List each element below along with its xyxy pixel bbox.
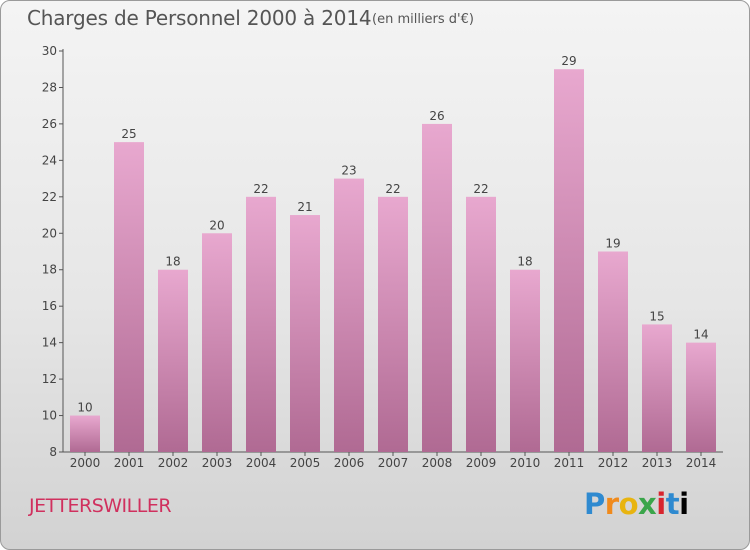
y-tick-label: 10 bbox=[42, 409, 57, 423]
bar-2004 bbox=[246, 196, 276, 452]
bar-2002 bbox=[158, 269, 188, 452]
data-label: 22 bbox=[385, 182, 400, 196]
data-label: 18 bbox=[165, 255, 180, 269]
data-label: 19 bbox=[605, 237, 620, 251]
chart-labels: 2000 10 2001 25 2002 18 2003 20 2004 22 2005 21 2006… bbox=[70, 54, 717, 470]
y-tick-label: 26 bbox=[42, 117, 57, 131]
bar-2011 bbox=[554, 69, 584, 453]
bar-2005 bbox=[290, 215, 320, 452]
bar-2003 bbox=[202, 233, 232, 452]
bar-2006 bbox=[334, 178, 364, 452]
proxiti-logo[interactable]: Proxiti bbox=[584, 487, 689, 521]
y-tick-label: 8 bbox=[49, 445, 57, 459]
bar-2001 bbox=[114, 142, 144, 453]
chart-bars bbox=[70, 69, 716, 453]
data-label: 18 bbox=[517, 255, 532, 269]
x-tick-label: 2002 bbox=[158, 456, 189, 470]
x-tick-label: 2000 bbox=[70, 456, 101, 470]
data-label: 10 bbox=[77, 401, 92, 415]
y-tick-label: 30 bbox=[42, 44, 57, 58]
bar-2013 bbox=[642, 324, 672, 452]
data-label: 23 bbox=[341, 164, 356, 178]
y-tick-label: 20 bbox=[42, 226, 57, 240]
x-tick-label: 2006 bbox=[334, 456, 365, 470]
data-label: 26 bbox=[429, 109, 444, 123]
x-tick-label: 2001 bbox=[114, 456, 145, 470]
chart-subtitle: (en milliers d'€) bbox=[372, 12, 474, 27]
x-tick-label: 2007 bbox=[378, 456, 409, 470]
y-tick-label: 24 bbox=[42, 153, 57, 167]
x-tick-label: 2005 bbox=[290, 456, 321, 470]
data-label: 25 bbox=[121, 127, 136, 141]
x-tick-label: 2003 bbox=[202, 456, 233, 470]
data-label: 22 bbox=[253, 182, 268, 196]
x-tick-label: 2009 bbox=[466, 456, 497, 470]
chart-title: Charges de Personnel 2000 à 2014 bbox=[27, 6, 372, 30]
bar-2014 bbox=[686, 342, 716, 452]
y-tick-label: 12 bbox=[42, 372, 57, 386]
bar-2009 bbox=[466, 196, 496, 452]
data-label: 14 bbox=[693, 328, 708, 342]
data-label: 20 bbox=[209, 218, 224, 232]
y-tick-label: 16 bbox=[42, 299, 57, 313]
bar-2010 bbox=[510, 269, 540, 452]
bar-2008 bbox=[422, 123, 452, 452]
bar-2007 bbox=[378, 196, 408, 452]
y-tick-label: 22 bbox=[42, 190, 57, 204]
x-tick-label: 2013 bbox=[642, 456, 673, 470]
y-tick-label: 18 bbox=[42, 263, 57, 277]
y-tick-label: 28 bbox=[42, 80, 57, 94]
data-label: 15 bbox=[649, 309, 664, 323]
x-tick-label: 2008 bbox=[422, 456, 453, 470]
x-tick-label: 2011 bbox=[554, 456, 585, 470]
commune-name: JETTERSWILLER bbox=[29, 495, 172, 517]
data-label: 21 bbox=[297, 200, 312, 214]
x-tick-label: 2012 bbox=[598, 456, 629, 470]
data-label: 29 bbox=[561, 54, 576, 68]
bar-2000 bbox=[70, 415, 100, 452]
data-label: 22 bbox=[473, 182, 488, 196]
x-tick-label: 2014 bbox=[686, 456, 717, 470]
y-tick-label: 14 bbox=[42, 336, 57, 350]
x-tick-label: 2004 bbox=[246, 456, 277, 470]
bar-2012 bbox=[598, 251, 628, 452]
x-tick-label: 2010 bbox=[510, 456, 541, 470]
